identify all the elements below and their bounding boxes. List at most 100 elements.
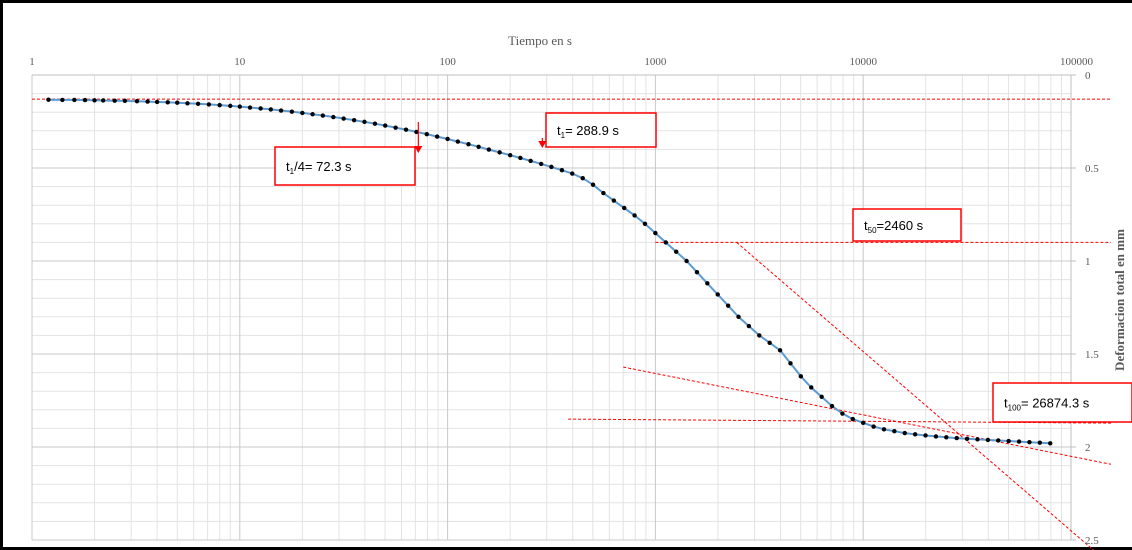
x-tick-labels: 1 10 100 1000 10000 100000 (29, 56, 1093, 68)
data-point (746, 323, 752, 329)
major-gridlines (31, 74, 1076, 541)
data-point (393, 125, 398, 130)
data-point (434, 134, 440, 139)
data-point (300, 110, 305, 116)
data-point (154, 99, 160, 105)
data-point (705, 281, 710, 286)
data-point (663, 240, 668, 245)
x-tick-label: 100000 (1060, 56, 1094, 68)
data-point (570, 171, 575, 176)
data-point (767, 340, 772, 346)
data-point (372, 121, 378, 126)
data-point (694, 269, 700, 275)
data-point (100, 98, 106, 103)
data-point (445, 136, 450, 142)
x-axis-title: Tiempo en s (508, 33, 572, 48)
data-point (247, 105, 253, 110)
data-point (944, 435, 949, 440)
y-tick-label: 2.5 (1085, 535, 1099, 547)
data-point (829, 403, 835, 409)
data-point (881, 427, 887, 432)
data-point (590, 182, 596, 187)
data-point (497, 150, 502, 155)
annotation-arrow-head (538, 141, 547, 148)
annotation-box (852, 208, 962, 242)
annotation-box (545, 112, 657, 148)
data-point (134, 99, 140, 104)
data-point (145, 99, 150, 104)
data-point (112, 98, 117, 103)
data-point (1016, 439, 1022, 444)
data-point (228, 103, 233, 109)
data-point (217, 102, 222, 108)
data-point (60, 97, 65, 103)
data-point (351, 117, 357, 123)
data-point (736, 314, 741, 319)
data-point (476, 144, 481, 149)
y-tick-label: 0 (1085, 70, 1091, 82)
data-point (757, 333, 762, 338)
data-point (975, 437, 980, 442)
data-point (923, 433, 928, 438)
data-point (278, 108, 284, 113)
data-point (819, 394, 824, 399)
reference-line (736, 242, 1095, 550)
data-point (902, 430, 907, 436)
data-point (964, 436, 970, 442)
y-tick-label: 0.5 (1085, 163, 1099, 175)
data-point (622, 205, 627, 211)
annotation-arrow-head (414, 146, 423, 153)
data-point (414, 129, 419, 135)
y-tick-label: 1 (1085, 256, 1091, 268)
data-point (92, 98, 97, 103)
data-point (861, 420, 866, 426)
data-point (954, 435, 959, 441)
series-line (48, 98, 1051, 445)
data-point (673, 249, 679, 254)
data-point (788, 361, 793, 366)
data-point (1006, 438, 1011, 444)
annotation-label: t1/4= 72.3 s (286, 159, 352, 176)
data-point (632, 213, 637, 218)
data-point (715, 292, 720, 297)
data-point (653, 230, 658, 236)
annotation-label: t50=2460 s (864, 218, 924, 235)
data-point (871, 424, 876, 429)
annotation-box (992, 382, 1132, 423)
data-point (320, 113, 326, 118)
data-point (1037, 440, 1043, 445)
data-point (985, 437, 991, 443)
data-series (46, 97, 1053, 446)
y-axis-title: Deformacion total en mm (1112, 229, 1127, 371)
data-point (165, 100, 170, 105)
y-tick-labels: 0 0.5 1 1.5 2 2.5 (1085, 70, 1099, 547)
data-point (840, 411, 845, 416)
y-tick-label: 2 (1085, 442, 1091, 454)
annotations: t1/4= 72.3 s t1= 288.9 s t50=2460 s t100= 2… (274, 112, 1132, 423)
data-point (580, 176, 585, 181)
data-point (850, 416, 856, 422)
data-point (403, 127, 409, 132)
data-point (122, 98, 128, 104)
data-point (258, 106, 263, 111)
data-point (185, 101, 190, 106)
data-point (289, 109, 295, 114)
data-point (559, 168, 565, 173)
data-point (777, 348, 783, 353)
data-point (892, 428, 897, 434)
data-point (268, 107, 274, 112)
data-point (46, 97, 51, 102)
data-point (611, 198, 617, 203)
data-point (175, 100, 180, 105)
data-point (341, 116, 346, 121)
data-point (424, 131, 429, 137)
data-point (455, 139, 461, 144)
data-point (206, 102, 212, 107)
data-point (1048, 441, 1053, 446)
data-point (809, 385, 814, 390)
data-point (538, 161, 544, 167)
data-point (383, 123, 388, 128)
annotation-label: t1= 288.9 s (557, 123, 619, 140)
